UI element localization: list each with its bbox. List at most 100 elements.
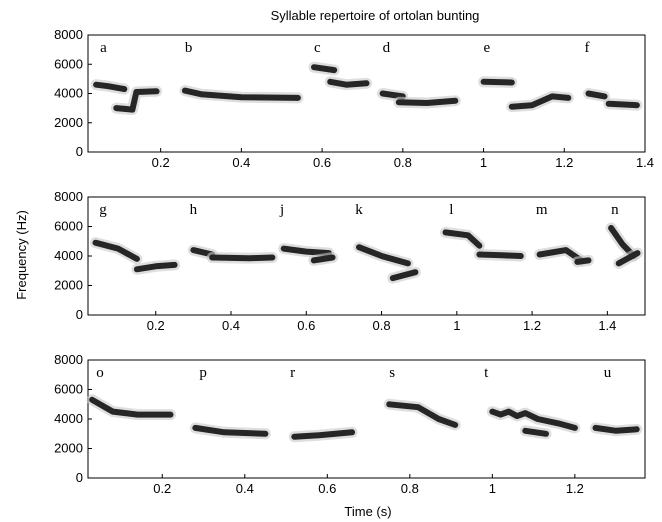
syllable-label: d	[383, 40, 391, 56]
x-tick-label: 1	[489, 481, 496, 496]
syllable-trace	[113, 88, 160, 113]
syllable-label: a	[100, 40, 107, 56]
syllable-label: b	[185, 40, 193, 56]
syllable-trace	[133, 261, 178, 273]
y-tick-label: 8000	[54, 27, 83, 42]
syllable-trace	[574, 257, 592, 265]
x-tick-label: 0.6	[313, 155, 331, 170]
syllable-label: r	[290, 365, 295, 381]
x-tick-label: 0.4	[236, 481, 254, 496]
y-tick-label: 6000	[54, 382, 83, 397]
y-tick-label: 0	[76, 307, 83, 322]
panel-1: 0 2000 4000 6000 8000 0.2 0.4 0.6 0.8 1 1.2 1.4 a b c d…	[54, 27, 654, 170]
syllable-trace	[508, 93, 572, 110]
syllable-o: o	[86, 365, 176, 421]
syllable-m: m	[534, 202, 594, 268]
syllable-trace	[522, 427, 549, 437]
x-tick-label: 0.6	[318, 481, 336, 496]
syllable-trace	[311, 64, 338, 74]
x-tick-label: 0.2	[152, 155, 170, 170]
syllable-n: n	[605, 202, 643, 269]
y-tick-label: 0	[76, 470, 83, 485]
syllable-trace	[192, 424, 269, 437]
syllable-trace	[389, 269, 419, 282]
x-tick-label: 0.2	[153, 481, 171, 496]
chart-title: Syllable repertoire of ortolan bunting	[271, 8, 480, 23]
syllable-label: m	[536, 202, 548, 218]
syllable-trace	[310, 254, 336, 264]
x-tick-label: 1	[480, 155, 487, 170]
x-tick-label: 0.2	[147, 318, 165, 333]
syllable-trace	[379, 90, 406, 100]
syllable-label: o	[96, 365, 104, 381]
syllable-trace	[480, 78, 515, 86]
y-tick-label: 2000	[54, 115, 83, 130]
syllable-trace	[93, 81, 128, 93]
syllable-label: j	[279, 202, 284, 218]
syllable-r: r	[288, 365, 358, 443]
x-tick-label: 1.2	[566, 481, 584, 496]
syllable-trace	[592, 424, 640, 434]
x-tick-label: 1.2	[555, 155, 573, 170]
syllable-label: c	[314, 40, 321, 56]
y-tick-label: 6000	[54, 219, 83, 234]
syllable-e: e	[478, 40, 574, 113]
x-tick-label: 0.8	[394, 155, 412, 170]
syllable-trace	[605, 100, 640, 109]
syllable-label: k	[355, 202, 363, 218]
syllable-l: l	[440, 202, 527, 262]
syllable-k: k	[353, 202, 421, 284]
y-tick-label: 4000	[54, 411, 83, 426]
x-tick-label: 1.2	[523, 318, 541, 333]
syllable-trace	[181, 87, 301, 101]
y-tick-label: 0	[76, 144, 83, 159]
x-tick-label: 0.4	[232, 155, 250, 170]
y-tick-label: 2000	[54, 441, 83, 456]
syllable-label: g	[99, 202, 107, 218]
panel-3: 0 2000 4000 6000 8000 0.2 0.4 0.6 0.8 1 1.2 o p r s t u	[54, 352, 646, 496]
y-tick-label: 6000	[54, 56, 83, 71]
syllable-h: h	[187, 202, 278, 264]
y-tick-label: 2000	[54, 278, 83, 293]
syllable-c: c	[308, 40, 372, 91]
syllable-trace	[615, 250, 641, 267]
syllable-a: a	[90, 40, 163, 116]
syllable-trace	[489, 408, 578, 431]
y-axis-label: Frequency (Hz)	[14, 210, 29, 300]
x-axis-label: Time (s)	[344, 504, 391, 519]
syllable-trace	[327, 78, 370, 88]
panel-2: 0 2000 4000 6000 8000 0.2 0.4 0.6 0.8 1 1.2 1.4 g h j k…	[54, 189, 646, 333]
syllable-trace	[89, 396, 174, 418]
syllable-p: p	[189, 365, 271, 440]
syllable-trace	[291, 429, 356, 440]
syllable-trace	[356, 244, 411, 267]
syllable-trace	[280, 245, 332, 257]
panels-group: 0 2000 4000 6000 8000 0.2 0.4 0.6 0.8 1 1.2 1.4 a b c d…	[54, 27, 654, 496]
syllable-label: p	[199, 365, 207, 381]
syllable-label: u	[604, 365, 612, 381]
syllable-trace	[395, 97, 459, 106]
syllable-d: d	[377, 40, 461, 109]
syllable-label: t	[484, 365, 489, 381]
syllable-trace	[442, 229, 483, 249]
syllable-s: s	[383, 365, 461, 431]
syllable-label: h	[190, 202, 198, 218]
x-tick-label: 1.4	[636, 155, 654, 170]
syllable-trace	[585, 90, 608, 100]
syllable-t: t	[484, 365, 581, 440]
syllable-f: f	[583, 40, 643, 111]
x-tick-label: 0.6	[297, 318, 315, 333]
y-tick-label: 8000	[54, 189, 83, 204]
syllable-label: l	[449, 202, 453, 218]
syllable-label: f	[584, 40, 589, 56]
syllable-trace	[476, 251, 524, 259]
syllable-j: j	[278, 202, 339, 266]
syllable-label: n	[611, 202, 619, 218]
x-tick-label: 0.8	[401, 481, 419, 496]
x-tick-label: 0.8	[373, 318, 391, 333]
syllable-trace	[92, 239, 140, 262]
syllable-u: u	[590, 365, 643, 437]
syllable-b: b	[179, 40, 304, 104]
y-tick-label: 8000	[54, 352, 83, 367]
y-tick-label: 4000	[54, 86, 83, 101]
